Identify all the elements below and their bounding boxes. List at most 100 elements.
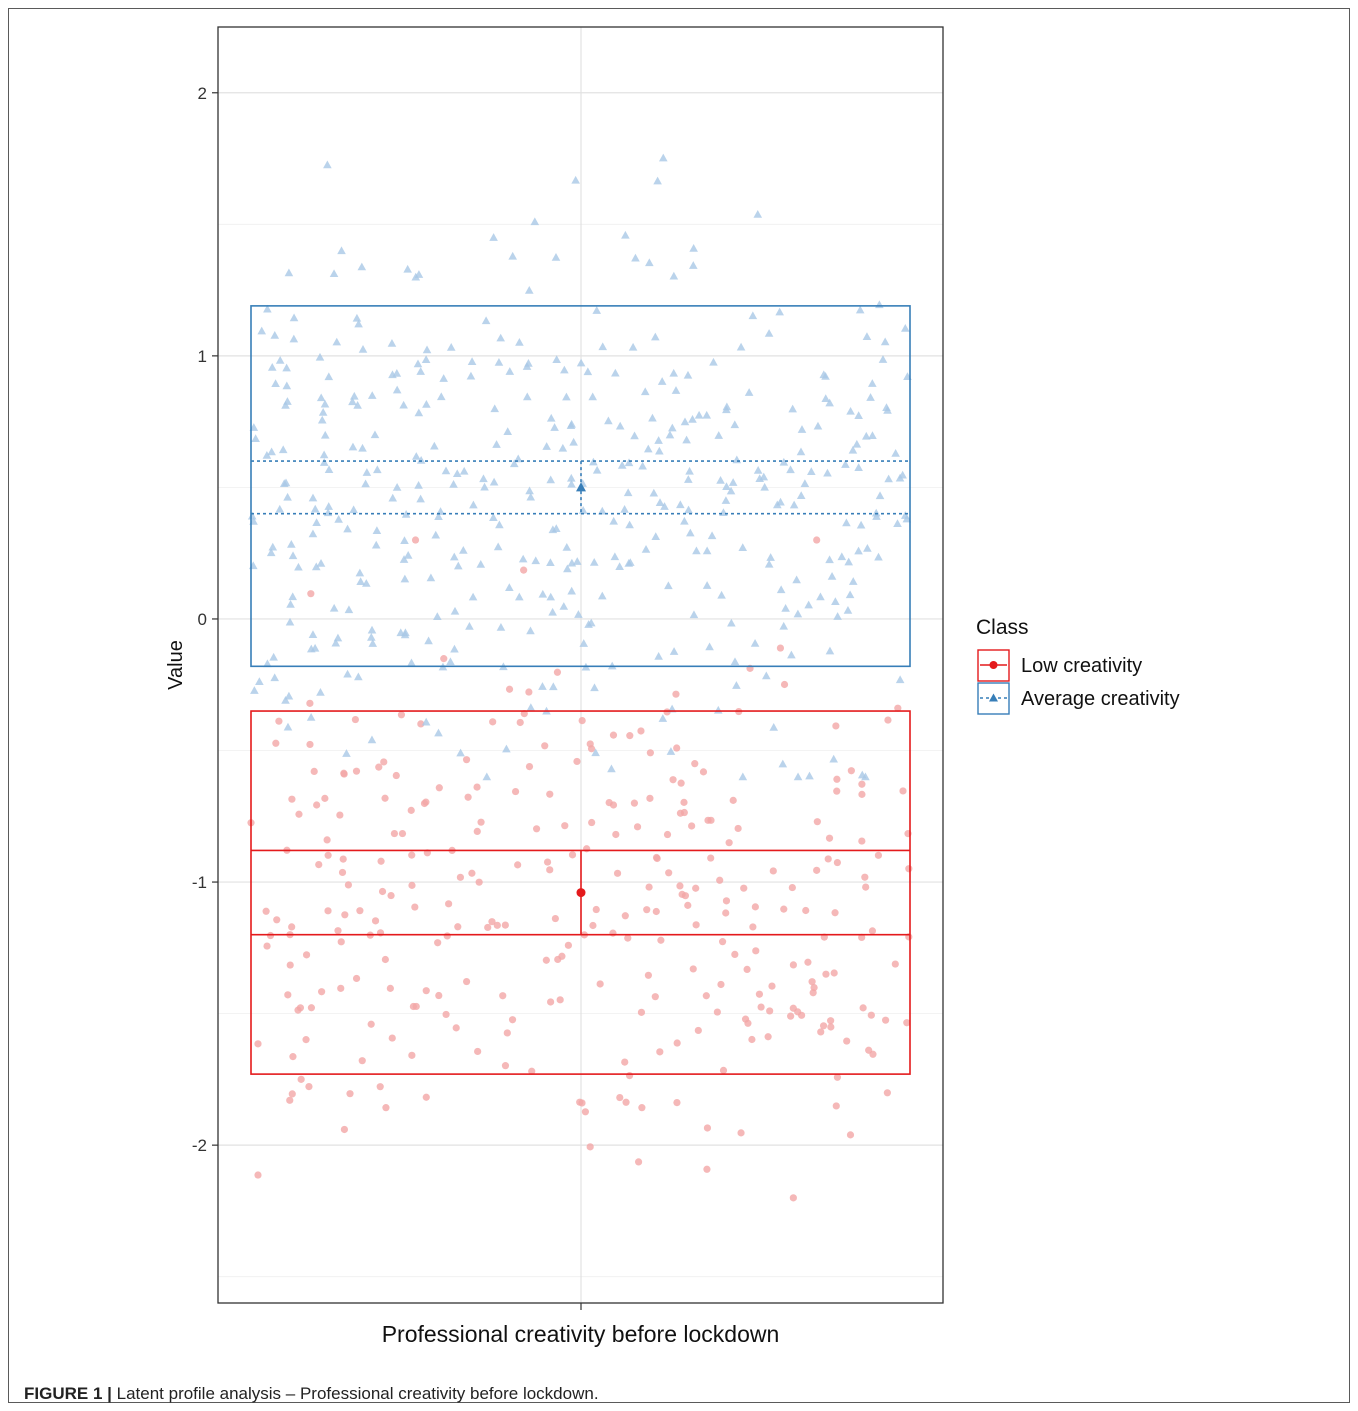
point-low-creativity <box>296 1004 305 1012</box>
point-average-creativity <box>316 687 325 696</box>
point-low-creativity <box>827 1023 835 1031</box>
point-low-creativity <box>546 866 554 874</box>
point-average-creativity <box>370 430 380 439</box>
point-average-creativity <box>657 377 667 385</box>
point-average-creativity <box>288 551 298 560</box>
point-low-creativity <box>766 1007 774 1015</box>
legend-key-marker-average-creativity <box>989 693 998 702</box>
point-average-creativity <box>430 441 439 450</box>
point-average-creativity <box>655 446 664 455</box>
point-low-creativity <box>861 873 869 881</box>
figure-frame <box>8 8 1350 1403</box>
point-low-creativity <box>776 644 785 652</box>
point-low-creativity <box>581 1108 590 1116</box>
point-low-creativity <box>454 923 462 931</box>
point-average-creativity <box>574 610 583 618</box>
point-low-creativity <box>554 955 562 964</box>
point-average-creativity <box>683 370 693 379</box>
point-low-creativity <box>412 1002 420 1011</box>
point-average-creativity <box>324 372 334 381</box>
point-average-creativity <box>446 342 456 351</box>
point-average-creativity <box>289 334 299 343</box>
point-low-creativity <box>377 857 385 865</box>
point-average-creativity <box>660 502 669 510</box>
point-low-creativity <box>520 566 528 574</box>
point-average-creativity <box>401 509 411 518</box>
point-average-creativity <box>562 543 572 551</box>
point-low-creativity <box>633 823 642 831</box>
point-low-creativity <box>673 744 681 752</box>
point-low-creativity <box>743 965 751 974</box>
point-low-creativity <box>673 1098 681 1107</box>
point-average-creativity <box>456 748 465 757</box>
point-low-creativity <box>376 1083 384 1091</box>
point-average-creativity <box>349 505 358 514</box>
point-average-creativity <box>748 311 758 320</box>
point-low-creativity <box>408 1051 416 1059</box>
point-average-creativity <box>576 358 586 367</box>
point-average-creativity <box>251 434 260 443</box>
point-low-creativity <box>725 839 733 847</box>
point-average-creativity <box>285 617 295 626</box>
point-average-creativity <box>898 470 907 479</box>
point-average-creativity <box>311 562 321 571</box>
point-low-creativity <box>731 950 739 958</box>
point-average-creativity <box>844 557 854 566</box>
mean-marker-low-creativity <box>576 888 586 898</box>
point-average-creativity <box>788 404 797 413</box>
point-average-creativity <box>331 638 341 647</box>
point-low-creativity <box>830 969 838 977</box>
point-average-creativity <box>509 459 519 468</box>
point-average-creativity <box>518 554 528 563</box>
point-low-creativity <box>797 1011 806 1019</box>
point-average-creativity <box>821 372 830 380</box>
point-low-creativity <box>899 787 907 795</box>
point-average-creativity <box>702 546 712 555</box>
point-average-creativity <box>320 399 330 408</box>
point-low-creativity <box>862 883 870 891</box>
point-average-creativity <box>598 342 608 351</box>
point-average-creativity <box>441 466 451 475</box>
point-average-creativity <box>651 532 661 541</box>
point-low-creativity <box>678 890 686 898</box>
point-average-creativity <box>591 748 600 757</box>
caption-label: FIGURE 1 | <box>24 1384 112 1403</box>
point-average-creativity <box>846 406 855 415</box>
point-average-creativity <box>871 508 881 517</box>
point-average-creativity <box>624 559 634 567</box>
point-average-creativity <box>433 612 442 620</box>
point-average-creativity <box>333 633 343 642</box>
point-average-creativity <box>827 571 837 580</box>
point-average-creativity <box>848 577 858 585</box>
point-low-creativity <box>722 909 730 917</box>
point-average-creativity <box>422 345 432 354</box>
point-low-creativity <box>868 927 877 935</box>
point-low-creativity <box>748 1035 756 1044</box>
point-average-creativity <box>753 210 763 218</box>
point-average-creativity <box>779 621 789 630</box>
point-average-creativity <box>480 482 489 491</box>
point-low-creativity <box>769 867 777 875</box>
point-average-creativity <box>552 355 561 364</box>
point-low-creativity <box>318 988 326 996</box>
point-average-creativity <box>560 365 569 374</box>
point-average-creativity <box>589 558 599 566</box>
point-low-creativity <box>677 779 685 787</box>
point-low-creativity <box>764 1033 772 1041</box>
data-points <box>247 153 913 1202</box>
point-average-creativity <box>320 430 330 439</box>
point-average-creativity <box>257 326 267 335</box>
point-average-creativity <box>842 518 851 527</box>
point-low-creativity <box>387 891 395 900</box>
point-low-creativity <box>663 708 671 716</box>
point-low-creativity <box>707 854 715 862</box>
point-average-creativity <box>732 455 742 464</box>
point-average-creativity <box>530 217 540 226</box>
point-average-creativity <box>524 285 534 294</box>
point-average-creativity <box>804 600 813 609</box>
point-average-creativity <box>689 610 699 619</box>
point-low-creativity <box>295 810 303 818</box>
point-average-creativity <box>288 592 298 601</box>
point-average-creativity <box>476 559 486 568</box>
point-average-creativity <box>538 682 547 690</box>
